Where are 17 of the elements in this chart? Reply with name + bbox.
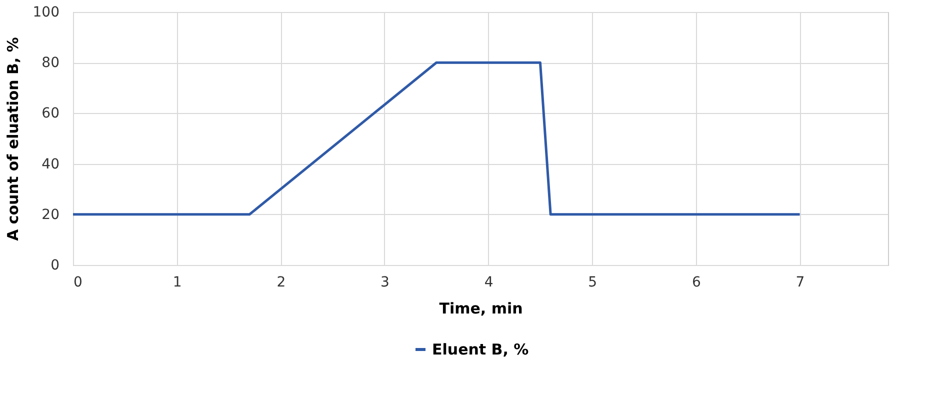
x-tick-label: 7 bbox=[796, 274, 805, 290]
y-tick-label: 100 bbox=[32, 4, 60, 20]
y-tick-label: 20 bbox=[42, 206, 60, 223]
legend-label: Eluent B, % bbox=[432, 340, 529, 358]
x-tick-label: 4 bbox=[484, 274, 494, 290]
x-tick-label: 3 bbox=[380, 274, 390, 290]
y-tick-label: 60 bbox=[42, 106, 60, 122]
y-tick-label: 80 bbox=[42, 55, 60, 72]
x-tick-label: 0 bbox=[74, 274, 82, 290]
x-tick-label: 6 bbox=[692, 274, 701, 290]
y-tick-label: 40 bbox=[42, 156, 60, 172]
y-tick-label: 0 bbox=[50, 258, 60, 274]
y-axis-title: A count of eluation B, % bbox=[4, 37, 22, 241]
x-tick-label: 2 bbox=[276, 274, 286, 290]
x-axis-title: Time, min bbox=[439, 300, 523, 318]
x-tick-label: 5 bbox=[588, 274, 598, 290]
x-tick-label: 1 bbox=[172, 274, 182, 290]
